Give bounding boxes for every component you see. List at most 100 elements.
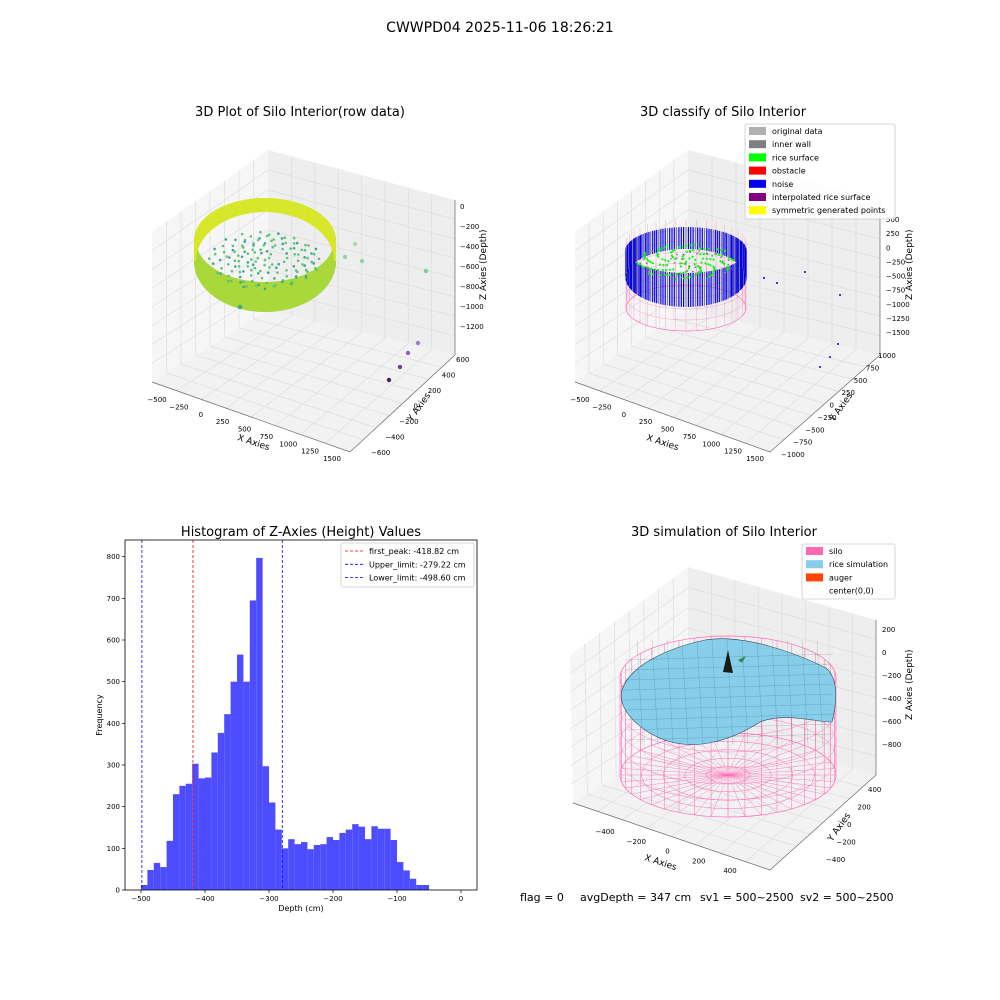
rice-point xyxy=(701,257,705,260)
point xyxy=(314,247,318,251)
rice-point xyxy=(702,252,706,256)
plot1-zlabel: Z Axies (Depth) xyxy=(479,229,489,300)
rice-point xyxy=(704,262,707,265)
silo-floor-spoke xyxy=(727,774,825,795)
silo-floor-spoke xyxy=(727,774,816,800)
point xyxy=(260,276,264,280)
grid-line xyxy=(275,337,386,427)
x-tick-label: 0 xyxy=(665,848,669,856)
point xyxy=(220,267,223,270)
z-tick-label: −1200 xyxy=(460,323,484,331)
silo-floor-spoke xyxy=(651,774,729,805)
point xyxy=(263,258,267,262)
point xyxy=(294,275,298,278)
noise-outlier xyxy=(839,294,841,296)
wall-point xyxy=(696,252,699,255)
histogram-bar xyxy=(275,829,282,890)
histogram-bar xyxy=(211,752,218,890)
point xyxy=(277,232,280,235)
rice-point xyxy=(643,265,646,268)
grid-line xyxy=(569,627,689,711)
z-tick-label: −750 xyxy=(886,287,905,295)
point xyxy=(303,255,306,259)
silo-floor-spoke xyxy=(727,734,762,776)
histogram-bar xyxy=(345,829,353,890)
silo-floor-spoke xyxy=(727,755,825,776)
point xyxy=(265,234,269,238)
point xyxy=(289,247,293,250)
rice-point xyxy=(700,261,703,264)
x-tick-label: 1000 xyxy=(279,440,297,448)
point xyxy=(251,263,255,267)
point xyxy=(238,275,242,279)
point xyxy=(229,279,233,283)
silo-floor-spoke xyxy=(664,774,729,810)
y-tick-label: −200 xyxy=(837,839,856,847)
histogram-bar xyxy=(358,826,365,890)
rice-point xyxy=(723,262,726,265)
point xyxy=(250,268,253,272)
wall-point xyxy=(699,266,702,268)
histogram-chart[interactable]: Histogram of Z-Axies (Height) Values −50… xyxy=(95,525,478,913)
point xyxy=(231,248,235,252)
point xyxy=(256,256,260,260)
histogram-bar xyxy=(173,794,180,890)
legend-swatch xyxy=(749,193,766,201)
point xyxy=(285,252,289,255)
plot-raw-3d[interactable]: 3D Plot of Silo Interior(row data) −500−… xyxy=(147,105,489,463)
wall-point xyxy=(711,255,713,257)
point xyxy=(246,252,250,255)
plot4-xlabel: X Axies xyxy=(643,853,678,873)
point xyxy=(208,257,211,261)
histogram-bar xyxy=(243,681,250,890)
histogram-bar xyxy=(288,839,295,890)
surface-mesh-line xyxy=(681,639,689,746)
point xyxy=(257,238,260,242)
point xyxy=(262,244,266,247)
silo-floor-spoke xyxy=(710,774,729,817)
rice-point xyxy=(719,248,723,252)
histogram-bar xyxy=(217,732,225,890)
point xyxy=(277,262,281,266)
plot-classify-3d[interactable]: 3D classify of Silo Interior −500−250025… xyxy=(570,105,915,463)
legend-label: rice simulation xyxy=(829,560,888,569)
rice-point xyxy=(681,245,684,248)
histogram-legend: first_peak: -418.82 cm Upper_limit: -279.… xyxy=(340,542,475,588)
x-tick-label: 1500 xyxy=(746,455,764,463)
x-tick-label: −500 xyxy=(570,396,589,404)
wall-point xyxy=(724,271,727,274)
histogram-bar xyxy=(237,654,244,890)
legend-swatch xyxy=(749,179,766,188)
silo-floor-spoke xyxy=(727,745,805,776)
plot4-zlabel: Z Axies (Depth) xyxy=(905,649,915,720)
y-tick-label: 100 xyxy=(107,845,120,853)
rice-point xyxy=(709,258,712,261)
rice-point xyxy=(687,267,691,270)
point xyxy=(221,244,225,248)
point xyxy=(265,281,269,285)
rice-point xyxy=(684,260,688,264)
z-tick-label: 250 xyxy=(886,230,899,238)
silo-floor-spoke xyxy=(727,774,746,817)
wall-point xyxy=(642,258,645,261)
grid-line xyxy=(671,752,783,837)
point xyxy=(254,284,258,288)
grid-line xyxy=(645,336,839,392)
point xyxy=(249,274,253,277)
point-outlier xyxy=(423,268,429,274)
y-tick-label: 400 xyxy=(107,720,120,728)
point xyxy=(270,239,273,243)
point xyxy=(225,255,229,258)
rice-point xyxy=(668,268,672,271)
surface-mesh-line xyxy=(711,639,719,746)
plot-simulation-3d[interactable]: 3D simulation of Silo Interior −400 −200 0… xyxy=(569,525,915,875)
point xyxy=(218,258,222,262)
rice-point xyxy=(659,248,662,251)
histogram-bar xyxy=(390,840,397,890)
point xyxy=(253,251,257,254)
silo-floor-spoke xyxy=(694,774,729,816)
legend-label: original data xyxy=(772,127,823,136)
point xyxy=(283,236,287,239)
z-tick-label: 0 xyxy=(886,244,890,252)
point xyxy=(251,279,254,283)
